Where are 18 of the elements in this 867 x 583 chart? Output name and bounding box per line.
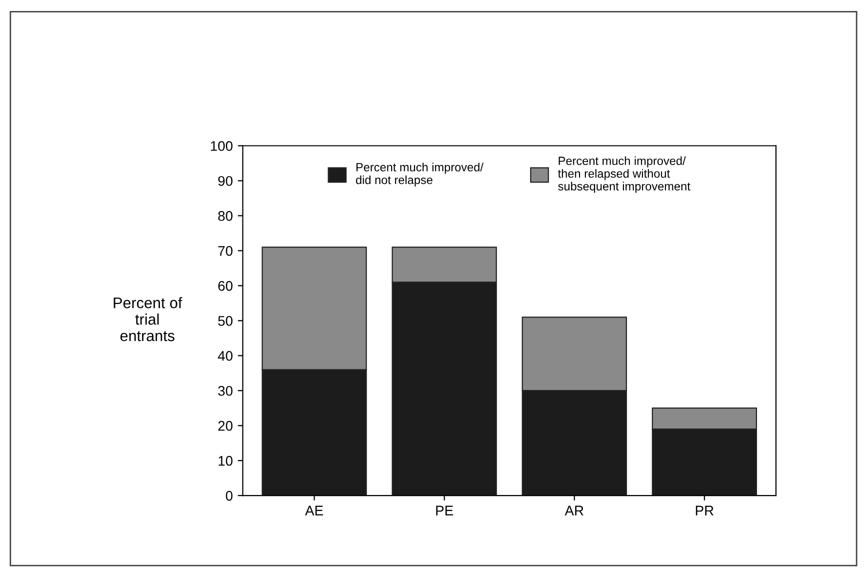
x-tick-label: AR: [564, 506, 584, 516]
y-tick-label: 20: [218, 420, 232, 431]
y-tick-label: 0: [226, 490, 232, 501]
y-tick-label: 90: [218, 176, 232, 186]
x-tick-label: PR: [696, 506, 714, 516]
y-axis-title: Percent of trial entrants: [114, 297, 182, 342]
x-tick-label: PE: [436, 506, 454, 516]
y-tick-label: 100: [210, 141, 232, 151]
legend-label: Percent much improved/ then relapsed without subsequent improvement: [558, 156, 690, 193]
y-tick-label: 60: [218, 281, 232, 291]
legend-label: Percent much improved/ did not relapse: [356, 162, 484, 186]
y-tick-label: 30: [218, 386, 232, 396]
y-tick-label: 10: [218, 456, 232, 466]
y-tick-label: 50: [218, 316, 232, 326]
x-tick-label: AE: [305, 506, 323, 516]
y-tick-label: 40: [218, 350, 232, 361]
y-tick-label: 70: [218, 246, 232, 256]
y-tick-label: 80: [218, 211, 232, 221]
